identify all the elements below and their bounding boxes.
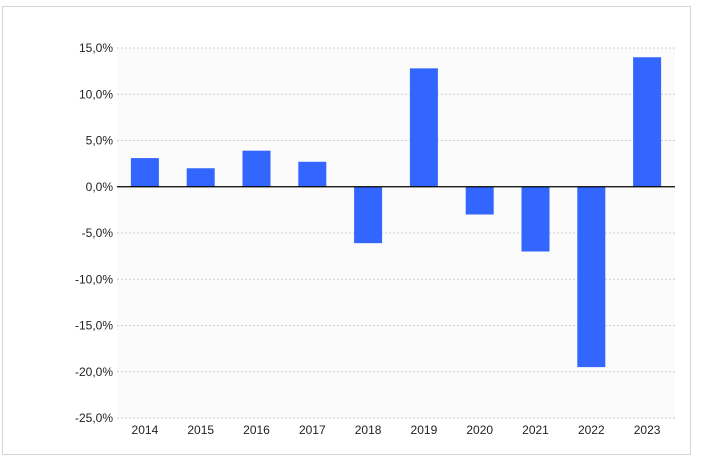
bar-2021 xyxy=(521,186,550,252)
bar-2015 xyxy=(186,168,215,187)
y-tick-label: 0,0% xyxy=(86,180,114,194)
bar-2017 xyxy=(298,161,327,187)
bar-2016 xyxy=(242,150,271,187)
x-tick-label: 2019 xyxy=(411,423,438,437)
bar-2014 xyxy=(130,158,159,187)
bar-2022 xyxy=(577,186,606,368)
bar-2019 xyxy=(409,68,438,187)
y-tick-label: -10,0% xyxy=(75,272,113,286)
x-axis-ticks: 2014 2015 2016 2017 2018 2019 2020 2021 2022 2023 xyxy=(132,423,661,437)
y-tick-label: 10,0% xyxy=(79,87,113,101)
x-tick-label: 2020 xyxy=(466,423,493,437)
bar-2023 xyxy=(633,57,662,187)
y-tick-label: 15,0% xyxy=(79,41,113,55)
x-tick-label: 2015 xyxy=(187,423,214,437)
bar-2020 xyxy=(465,186,494,215)
x-tick-label: 2014 xyxy=(132,423,159,437)
y-tick-label: -25,0% xyxy=(75,411,113,425)
y-tick-label: -20,0% xyxy=(75,365,113,379)
y-tick-label: 5,0% xyxy=(86,134,114,148)
x-tick-label: 2016 xyxy=(243,423,270,437)
y-tick-label: -15,0% xyxy=(75,319,113,333)
y-axis-ticks: 15,0% 10,0% 5,0% 0,0% -5,0% -10,0% -15,0% -20,0… xyxy=(75,41,113,425)
bars xyxy=(130,57,662,368)
x-tick-label: 2022 xyxy=(578,423,605,437)
x-tick-label: 2017 xyxy=(299,423,326,437)
x-tick-label: 2021 xyxy=(522,423,549,437)
x-tick-label: 2018 xyxy=(355,423,382,437)
bar-2018 xyxy=(354,186,383,244)
y-tick-label: -5,0% xyxy=(82,226,114,240)
x-tick-label: 2023 xyxy=(634,423,661,437)
